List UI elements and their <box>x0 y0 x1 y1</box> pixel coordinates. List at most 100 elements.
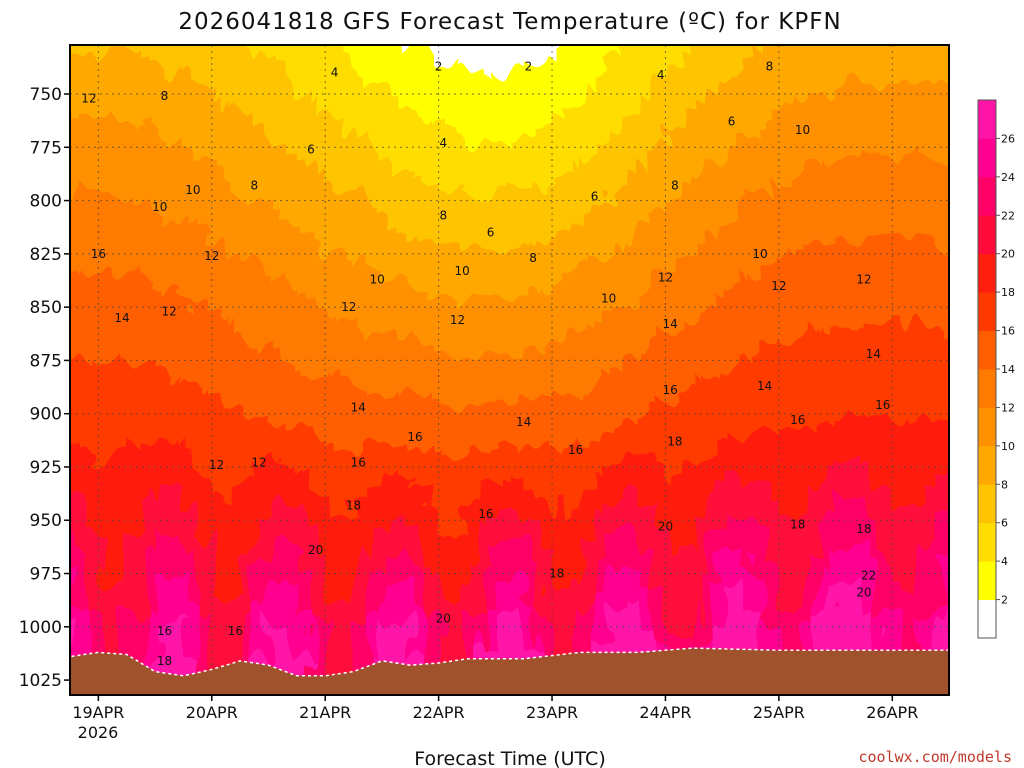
temperature-cell <box>424 96 440 104</box>
temperature-cell <box>367 588 383 596</box>
temperature-cell <box>523 530 539 539</box>
temperature-cell <box>466 396 482 404</box>
temperature-cell <box>552 102 568 110</box>
temperature-cell <box>140 236 156 244</box>
temperature-cell <box>311 588 326 596</box>
temperature-cell <box>296 153 312 161</box>
temperature-cell <box>608 447 624 455</box>
temperature-cell <box>296 601 312 609</box>
temperature-cell <box>608 556 624 564</box>
temperature-cell <box>311 543 326 551</box>
temperature-cell <box>651 326 667 334</box>
temperature-cell <box>296 76 312 85</box>
temperature-cell <box>112 230 128 238</box>
temperature-cell <box>665 498 681 507</box>
temperature-cell <box>679 588 695 596</box>
temperature-cell <box>225 57 241 65</box>
temperature-cell <box>155 326 171 334</box>
temperature-cell <box>98 307 114 315</box>
temperature-cell <box>651 524 667 532</box>
temperature-cell <box>211 307 227 315</box>
temperature-cell <box>481 390 497 398</box>
temperature-cell <box>169 543 185 551</box>
temperature-cell <box>438 185 454 193</box>
temperature-cell <box>268 454 284 462</box>
temperature-cell <box>452 575 468 583</box>
temperature-cell <box>381 575 397 583</box>
temperature-cell <box>98 530 114 539</box>
temperature-cell <box>311 243 326 251</box>
temperature-cell <box>325 454 341 462</box>
temperature-cell <box>608 121 624 129</box>
temperature-cell <box>594 255 610 264</box>
temperature-cell <box>126 108 142 117</box>
temperature-cell <box>537 537 553 545</box>
temperature-cell <box>183 441 199 449</box>
temperature-cell <box>509 319 525 328</box>
temperature-cell <box>254 556 270 564</box>
temperature-cell <box>268 588 284 596</box>
temperature-cell <box>70 70 71 78</box>
temperature-cell <box>424 326 440 334</box>
temperature-cell <box>169 319 185 328</box>
temperature-cell <box>396 409 412 417</box>
temperature-cell <box>396 594 412 603</box>
temperature-cell <box>240 364 256 372</box>
temperature-cell <box>552 275 568 283</box>
temperature-cell <box>268 633 284 641</box>
temperature-cell <box>651 364 667 372</box>
temperature-cell <box>566 115 582 123</box>
temperature-cell <box>509 364 525 372</box>
temperature-cell <box>112 300 128 308</box>
temperature-cell <box>339 102 355 110</box>
temperature-cell <box>339 422 355 430</box>
temperature-cell <box>381 204 397 213</box>
temperature-cell <box>211 255 227 264</box>
temperature-cell <box>552 262 568 270</box>
temperature-cell <box>424 562 440 571</box>
temperature-cell <box>225 307 241 315</box>
temperature-cell <box>651 192 667 200</box>
temperature-cell <box>282 153 298 161</box>
temperature-cell <box>693 562 709 571</box>
temperature-cell <box>98 70 114 78</box>
temperature-cell <box>112 64 128 72</box>
temperature-cell <box>339 454 355 462</box>
temperature-cell <box>70 645 85 654</box>
temperature-cell <box>126 45 142 53</box>
temperature-cell <box>580 645 596 654</box>
temperature-cell <box>225 422 241 430</box>
temperature-cell <box>665 364 681 372</box>
temperature-cell <box>452 441 468 449</box>
temperature-cell <box>240 172 256 181</box>
temperature-cell <box>424 153 440 161</box>
temperature-cell <box>495 96 511 104</box>
temperature-cell <box>566 102 582 110</box>
temperature-cell <box>495 268 511 276</box>
temperature-cell <box>580 505 596 513</box>
temperature-cell <box>580 236 596 244</box>
temperature-cell <box>396 166 412 174</box>
temperature-cell <box>126 211 142 219</box>
temperature-cell <box>296 275 312 283</box>
temperature-cell <box>396 185 412 193</box>
temperature-cell <box>651 403 667 411</box>
temperature-cell <box>225 121 241 129</box>
temperature-cell <box>367 639 383 647</box>
temperature-cell <box>127 697 142 704</box>
temperature-cell <box>126 479 142 487</box>
temperature-cell <box>140 556 156 564</box>
temperature-cell <box>98 422 114 430</box>
temperature-cell <box>381 307 397 315</box>
temperature-cell <box>282 614 298 622</box>
temperature-cell <box>126 307 142 315</box>
temperature-cell <box>240 236 256 244</box>
temperature-cell <box>679 57 695 65</box>
temperature-cell <box>183 300 199 308</box>
temperature-cell <box>98 160 114 168</box>
temperature-cell <box>84 313 100 321</box>
temperature-cell <box>155 645 171 654</box>
temperature-cell <box>268 102 284 110</box>
temperature-cell <box>438 300 454 308</box>
temperature-cell <box>651 230 667 238</box>
